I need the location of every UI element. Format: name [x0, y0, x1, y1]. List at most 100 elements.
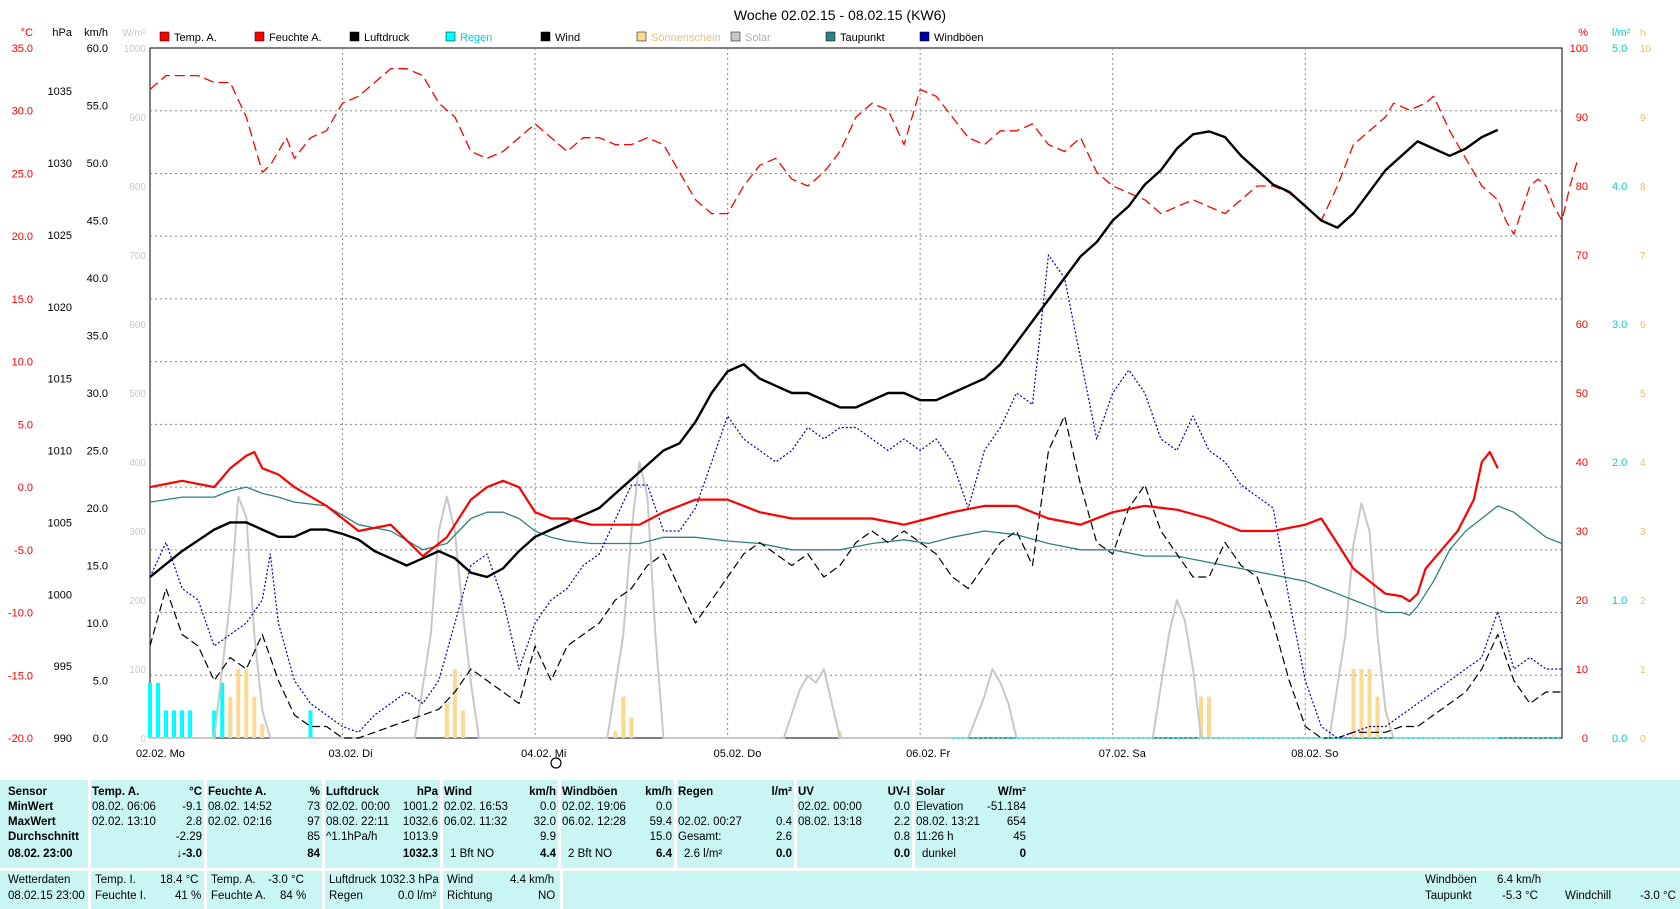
legend-label: Wind — [555, 32, 580, 44]
solar-axis-tick: 500 — [129, 389, 146, 400]
solar-axis-tick: 900 — [129, 113, 146, 124]
press-axis-tick: 1015 — [48, 374, 72, 386]
hum-axis-tick: 0 — [1582, 733, 1588, 745]
legend-swatch — [919, 31, 930, 42]
regen-bar — [180, 710, 185, 738]
solar-axis-tick: 700 — [129, 251, 146, 262]
x-day-label: 03.02. Di — [329, 748, 373, 760]
sonnenschein-bar — [452, 669, 457, 738]
panel-separator — [558, 780, 561, 868]
temp-axis-tick: 15.0 — [12, 294, 33, 306]
temp-axis-tick: 0.0 — [18, 482, 33, 494]
hum-axis-tick: 10 — [1576, 664, 1588, 676]
solar-axis-tick: 800 — [129, 182, 146, 193]
wind-axis-tick: 45.0 — [87, 216, 108, 228]
regen-bar — [188, 710, 193, 738]
axes: 35.030.025.020.015.010.05.00.0-5.0-10.0-… — [8, 27, 1652, 745]
sonnenschein-bar — [1375, 696, 1380, 738]
rain-axis-tick: 0.0 — [1612, 733, 1627, 745]
group-max: 32.0 — [533, 816, 556, 828]
group-avg: 85 — [307, 831, 320, 843]
panel-separator — [794, 780, 797, 868]
sun-axis-tick: 2 — [1640, 596, 1646, 607]
sun-axis-tick: 7 — [1640, 251, 1646, 262]
group-unit: W/m² — [997, 786, 1026, 798]
sun-axis-tick: 8 — [1640, 182, 1646, 193]
footer-feuchte-a-label: Feuchte A. — [211, 890, 266, 902]
group-head: Wind — [444, 786, 472, 798]
panel-separator — [440, 780, 443, 868]
press-axis-tick: 1005 — [48, 517, 72, 529]
sun-axis-tick: 3 — [1640, 527, 1646, 538]
series-lines — [149, 68, 1579, 739]
sonnenschein-bar — [1351, 669, 1356, 738]
panel-separator — [674, 780, 677, 868]
sun-axis-tick: 0 — [1640, 734, 1646, 745]
x-day-label: 07.02. Sa — [1099, 748, 1147, 760]
group-unit: l/m² — [771, 786, 792, 798]
temp-axis-tick: 25.0 — [12, 168, 33, 180]
hum-axis-tick: 50 — [1576, 388, 1588, 400]
temp-axis-tick: 10.0 — [12, 357, 33, 369]
rain-axis-tick: 1.0 — [1612, 595, 1627, 607]
footer-feuchte-i: 41 % — [175, 890, 202, 902]
rain-axis-tick: 2.0 — [1612, 457, 1627, 469]
wind-axis-tick: 55.0 — [87, 101, 108, 113]
temp-axis-tick: 20.0 — [12, 231, 33, 243]
group-max-time: 08.02. 22:11 — [326, 816, 390, 828]
group-avg: -2.29 — [175, 831, 202, 843]
legend-swatch — [254, 31, 265, 42]
legend-swatch — [159, 31, 170, 42]
group-now: 84 — [307, 848, 320, 860]
group-avg: 0.8 — [894, 831, 910, 843]
legend-swatch — [636, 31, 647, 42]
group-now-label: 2 Bft NO — [568, 848, 613, 860]
group-head: Regen — [678, 786, 714, 798]
group-min-time: 02.02. 19:06 — [562, 801, 626, 813]
row-label-max: MaxWert — [8, 816, 56, 828]
group-now: 0.0 — [894, 848, 910, 860]
press-axis-tick: 1020 — [48, 302, 72, 314]
group-min: 0.0 — [894, 801, 910, 813]
temp-axis-tick: -5.0 — [14, 545, 33, 557]
press-axis-tick: 990 — [54, 733, 72, 745]
group-now: 6.4 — [656, 848, 672, 860]
rain-axis-tick: 5.0 — [1612, 43, 1627, 55]
grid — [150, 48, 1562, 738]
footer-temp-i-label: Temp. I. — [95, 874, 136, 886]
sonnenschein-bar — [1207, 696, 1211, 738]
group-max: 2.8 — [186, 816, 202, 828]
group-min: 0.0 — [656, 801, 672, 813]
press-axis-tick: 1030 — [48, 158, 72, 170]
group-min: -9.1 — [182, 801, 202, 813]
footer-boeen: 6.4 km/h — [1497, 874, 1542, 886]
wind-axis-unit: km/h — [84, 27, 108, 39]
regen-bar — [172, 710, 177, 738]
group-unit: km/h — [645, 786, 672, 798]
x-day-label: 06.02. Fr — [906, 748, 950, 760]
panel-separator — [88, 780, 91, 868]
row-label-min: MinWert — [8, 801, 54, 813]
group-min-time: 08.02. 06:06 — [92, 801, 156, 813]
temp-axis-tick: -15.0 — [8, 670, 33, 682]
footer-temp-i: 18.4 °C — [160, 874, 199, 886]
legend-label: Solar — [745, 32, 771, 44]
hum-axis-tick: 20 — [1576, 595, 1588, 607]
legend-label: Windböen — [934, 32, 984, 44]
press-axis-tick: 995 — [54, 661, 72, 673]
legend-swatch — [825, 31, 836, 42]
footer-luftdruck: 1032.3 hPa — [380, 874, 439, 886]
group-max-time: 08.02. 13:21 — [916, 816, 980, 828]
wind-axis-tick: 60.0 — [87, 43, 108, 55]
sun-axis-tick: 6 — [1640, 320, 1646, 331]
group-head: Solar — [916, 786, 945, 798]
solar-axis-tick: 0 — [140, 734, 146, 745]
group-now-label: 1 Bft NO — [450, 848, 495, 860]
group-max: 0.4 — [776, 816, 792, 828]
solar-line — [150, 461, 1498, 739]
group-avg-label: ^1.1hPa/h — [326, 831, 378, 843]
sonnenschein-bar — [444, 703, 449, 738]
group-avg-label: Gesamt: — [678, 831, 722, 843]
rain-axis-tick: 3.0 — [1612, 319, 1627, 331]
group-head: Luftdruck — [326, 786, 380, 798]
